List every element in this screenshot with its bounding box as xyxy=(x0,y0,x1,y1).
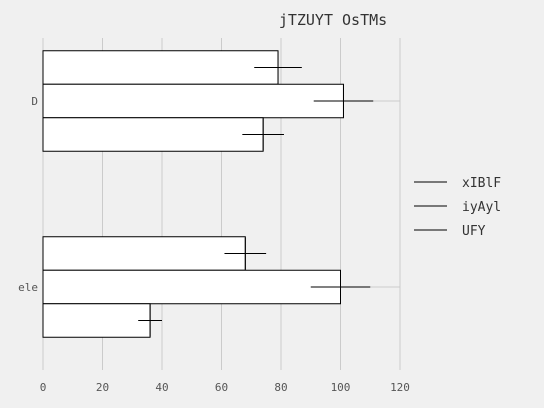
x-tick-label: 60 xyxy=(215,381,228,394)
legend-label: xIBlF xyxy=(462,176,501,191)
error-bars-layer xyxy=(138,51,374,337)
legend-label: UFY xyxy=(462,224,486,239)
x-tick-label: 20 xyxy=(96,381,109,394)
legend-label: iyAyl xyxy=(462,200,501,215)
bar xyxy=(42,269,341,305)
x-tick-label: 80 xyxy=(274,381,287,394)
chart-title: jTZUYT OsTMs xyxy=(279,11,387,29)
y-tick-label: D xyxy=(31,95,38,108)
bar xyxy=(42,236,246,271)
bars-layer xyxy=(42,50,344,338)
bar xyxy=(42,117,264,152)
x-tick-label: 40 xyxy=(155,381,168,394)
y-tick-label: ele xyxy=(18,281,38,294)
x-tick-label: 100 xyxy=(331,381,351,394)
bar xyxy=(42,303,151,338)
bar xyxy=(42,50,279,85)
legend: xIBlF iyAyl UFY xyxy=(414,176,501,239)
x-tick-label: 120 xyxy=(390,381,410,394)
x-tick-label: 0 xyxy=(40,381,47,394)
x-tick-labels: 0 20 40 60 80 100 120 xyxy=(40,381,410,394)
bar xyxy=(42,83,344,119)
